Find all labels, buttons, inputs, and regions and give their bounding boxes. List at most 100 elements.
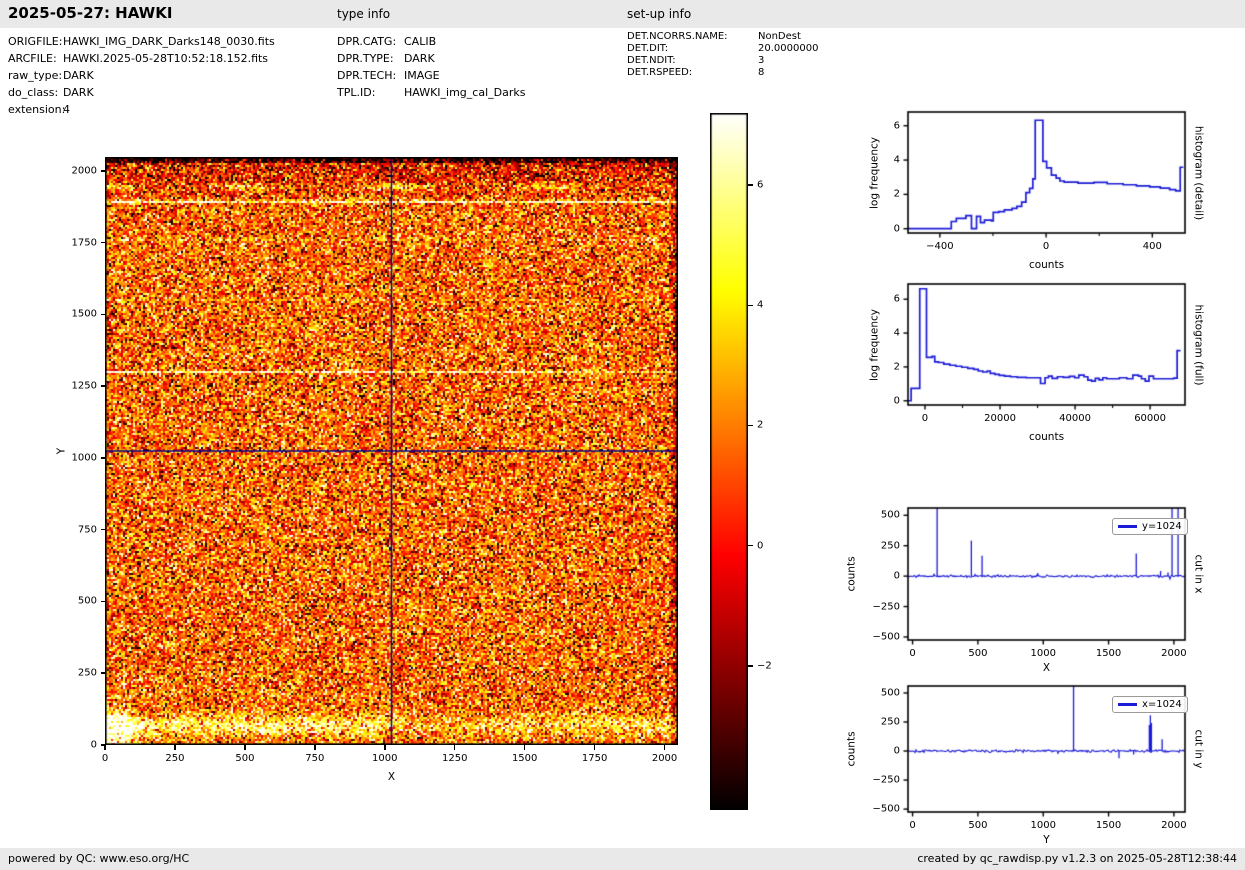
info-label: TPL.ID: bbox=[337, 86, 375, 99]
tick-mark bbox=[748, 425, 753, 427]
info-value: DARK bbox=[63, 86, 94, 99]
colorbar-tick-label: −2 bbox=[757, 660, 772, 671]
tick-mark bbox=[101, 314, 106, 316]
cut_x-y-tick-label: 500 bbox=[881, 510, 900, 521]
hist_detail-y-tick-label: 0 bbox=[894, 223, 900, 234]
tick-mark bbox=[174, 745, 176, 750]
info-label: extension: bbox=[8, 103, 65, 116]
hist_detail-x-tick-label: −400 bbox=[926, 241, 953, 252]
tick-mark bbox=[454, 745, 456, 750]
main-y-tick-label: 2000 bbox=[72, 165, 97, 176]
hist_full-y-tick-label: 4 bbox=[894, 328, 900, 339]
header-bar: 2025-05-27: HAWKI type info set-up info bbox=[0, 0, 1245, 28]
info-label: DET.NCORRS.NAME: bbox=[627, 31, 728, 42]
main-x-tick-label: 1750 bbox=[582, 753, 607, 764]
hist_detail-x-tick-label: 400 bbox=[1143, 241, 1162, 252]
tick-mark bbox=[748, 184, 753, 186]
main-x-tick-label: 750 bbox=[305, 753, 324, 764]
page-title: 2025-05-27: HAWKI bbox=[8, 4, 172, 22]
info-value: 20.0000000 bbox=[758, 43, 818, 54]
info-value: HAWKI_IMG_DARK_Darks148_0030.fits bbox=[63, 35, 275, 48]
hist_full-y-axis-label: log frequency bbox=[870, 308, 881, 380]
main-x-tick-label: 250 bbox=[165, 753, 184, 764]
cut_x-x-tick-label: 500 bbox=[968, 648, 987, 659]
hist_full-y-tick-label: 6 bbox=[894, 294, 900, 305]
info-label: DET.RSPEED: bbox=[627, 67, 692, 78]
tick-mark bbox=[748, 545, 753, 547]
main-x-tick-label: 0 bbox=[102, 753, 108, 764]
tick-mark bbox=[384, 745, 386, 750]
info-value: 3 bbox=[758, 55, 764, 66]
hist_full-x-tick-label: 0 bbox=[922, 413, 928, 424]
cut_x-y-tick-label: −250 bbox=[873, 601, 900, 612]
info-value: NonDest bbox=[758, 31, 801, 42]
cut_y-side-label: cut in y bbox=[1193, 729, 1204, 768]
main-y-tick-label: 500 bbox=[78, 596, 97, 607]
info-label: DPR.TYPE: bbox=[337, 52, 394, 65]
info-value: 4 bbox=[63, 103, 70, 116]
hist_full-x-tick-label: 60000 bbox=[1134, 413, 1166, 424]
cut_y-x-tick-label: 1500 bbox=[1096, 820, 1121, 831]
main-x-tick-label: 500 bbox=[235, 753, 254, 764]
cut_x-y-tick-label: −500 bbox=[873, 631, 900, 642]
cut_y-legend: x=1024 bbox=[1112, 696, 1188, 713]
colorbar-tick-label: 0 bbox=[757, 540, 763, 551]
cut_x-side-label: cut in x bbox=[1193, 554, 1204, 593]
cut_y-legend-label: x=1024 bbox=[1142, 699, 1182, 710]
info-value: HAWKI_img_cal_Darks bbox=[404, 86, 525, 99]
main-y-tick-label: 1250 bbox=[72, 381, 97, 392]
tick-mark bbox=[101, 601, 106, 603]
main-x-tick-label: 1250 bbox=[442, 753, 467, 764]
cut_y-y-tick-label: −500 bbox=[873, 804, 900, 815]
tick-mark bbox=[664, 745, 666, 750]
main-y-tick-label: 1500 bbox=[72, 309, 97, 320]
cut_y-x-tick-label: 2000 bbox=[1161, 820, 1186, 831]
tick-mark bbox=[524, 745, 526, 750]
cut_y-x-tick-label: 0 bbox=[909, 820, 915, 831]
cut_y-x-tick-label: 1000 bbox=[1030, 820, 1055, 831]
colorbar-tick-label: 6 bbox=[757, 180, 763, 191]
tick-mark bbox=[101, 744, 106, 746]
main-x-tick-label: 1000 bbox=[372, 753, 397, 764]
main-y-tick-label: 0 bbox=[91, 740, 97, 751]
cut_y-x-tick-label: 500 bbox=[968, 820, 987, 831]
tick-mark bbox=[101, 170, 106, 172]
cut_x-x-tick-label: 1500 bbox=[1096, 648, 1121, 659]
hist_detail-y-tick-label: 6 bbox=[894, 120, 900, 131]
main-y-tick-label: 750 bbox=[78, 524, 97, 535]
hist_full-x-tick-label: 20000 bbox=[984, 413, 1016, 424]
cut_x-x-tick-label: 0 bbox=[909, 648, 915, 659]
tick-mark bbox=[101, 672, 106, 674]
cut_x-legend: y=1024 bbox=[1112, 518, 1188, 535]
footer-bar: powered by QC: www.eso.org/HC created by… bbox=[0, 848, 1245, 870]
hist_full-y-tick-label: 0 bbox=[894, 395, 900, 406]
main-y-tick-label: 1000 bbox=[72, 452, 97, 463]
hist_full-x-tick-label: 40000 bbox=[1059, 413, 1091, 424]
tick-mark bbox=[244, 745, 246, 750]
main-x-tick-label: 2000 bbox=[652, 753, 677, 764]
cut_x-y-tick-label: 0 bbox=[894, 571, 900, 582]
info-value: CALIB bbox=[404, 35, 436, 48]
cut_y-y-axis-label: counts bbox=[847, 731, 858, 766]
cut_x-legend-label: y=1024 bbox=[1142, 521, 1182, 532]
info-label: DPR.CATG: bbox=[337, 35, 396, 48]
tick-mark bbox=[748, 305, 753, 307]
hist-detail-plot bbox=[894, 98, 1199, 247]
tick-mark bbox=[101, 457, 106, 459]
info-label: ARCFILE: bbox=[8, 52, 57, 65]
hist_full-x-axis-label: counts bbox=[1029, 432, 1064, 443]
info-value: HAWKI.2025-05-28T10:52:18.152.fits bbox=[63, 52, 268, 65]
footer-right-text: created by qc_rawdisp.py v1.2.3 on 2025-… bbox=[917, 852, 1237, 865]
info-label: DET.NDIT: bbox=[627, 55, 676, 66]
tick-mark bbox=[748, 665, 753, 667]
hist_detail-side-label: histogram (detail) bbox=[1193, 125, 1204, 219]
tick-mark bbox=[101, 529, 106, 531]
colorbar-tick-label: 4 bbox=[757, 300, 763, 311]
colorbar-gradient bbox=[710, 113, 748, 810]
cut_x-x-tick-label: 2000 bbox=[1161, 648, 1186, 659]
info-value: DARK bbox=[63, 69, 94, 82]
main-y-tick-label: 1750 bbox=[72, 237, 97, 248]
cut_x-y-tick-label: 250 bbox=[881, 540, 900, 551]
tick-mark bbox=[594, 745, 596, 750]
info-value: IMAGE bbox=[404, 69, 440, 82]
